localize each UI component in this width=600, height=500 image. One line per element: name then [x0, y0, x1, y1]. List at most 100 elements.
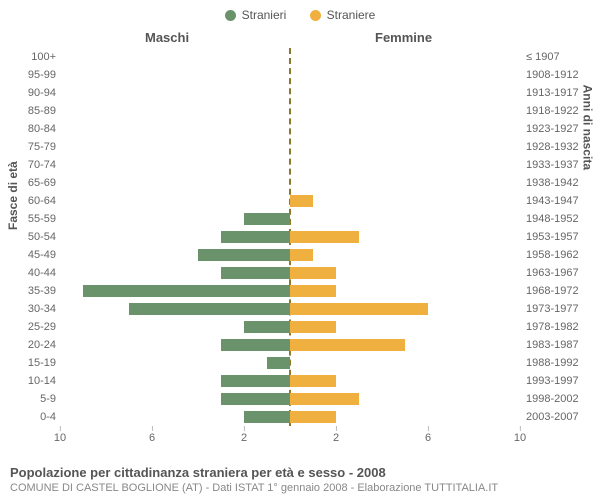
- bar-female: [290, 231, 359, 243]
- x-axis: 10622610: [60, 426, 520, 446]
- age-label: 0-4: [2, 408, 56, 426]
- x-tick: 2: [241, 432, 247, 444]
- bar-female: [290, 411, 336, 423]
- age-label: 10-14: [2, 372, 56, 390]
- x-tick: 10: [54, 432, 66, 444]
- bar-female: [290, 321, 336, 333]
- legend-label-male: Stranieri: [242, 8, 287, 22]
- birth-year-label: 1933-1937: [526, 156, 596, 174]
- plot-area: [60, 48, 520, 426]
- bar-female: [290, 195, 313, 207]
- bar-male: [83, 285, 290, 297]
- bar-male: [244, 411, 290, 423]
- pyramid-row: [60, 120, 520, 138]
- age-label: 35-39: [2, 282, 56, 300]
- legend-swatch-female: [310, 10, 321, 21]
- birth-year-label: 2003-2007: [526, 408, 596, 426]
- pyramid-row: [60, 156, 520, 174]
- birth-year-label: 1998-2002: [526, 390, 596, 408]
- pyramid-row: [60, 192, 520, 210]
- birth-year-label: 1948-1952: [526, 210, 596, 228]
- age-label: 50-54: [2, 228, 56, 246]
- bar-male: [244, 321, 290, 333]
- legend-swatch-male: [225, 10, 236, 21]
- chart-subtitle: COMUNE DI CASTEL BOGLIONE (AT) - Dati IS…: [10, 482, 590, 494]
- age-label: 5-9: [2, 390, 56, 408]
- pyramid-row: [60, 336, 520, 354]
- birth-year-label: 1958-1962: [526, 246, 596, 264]
- column-header-female: Femmine: [375, 30, 432, 45]
- bar-male: [129, 303, 290, 315]
- birth-year-label: 1993-1997: [526, 372, 596, 390]
- column-header-male: Maschi: [145, 30, 189, 45]
- chart-footer: Popolazione per cittadinanza straniera p…: [10, 465, 590, 494]
- birth-year-label: 1918-1922: [526, 102, 596, 120]
- x-tick: 6: [149, 432, 155, 444]
- pyramid-row: [60, 48, 520, 66]
- x-tick: 10: [514, 432, 526, 444]
- bar-female: [290, 303, 428, 315]
- age-label: 25-29: [2, 318, 56, 336]
- birth-year-label: 1988-1992: [526, 354, 596, 372]
- bar-male: [221, 267, 290, 279]
- pyramid-row: [60, 264, 520, 282]
- pyramid-row: [60, 408, 520, 426]
- birth-year-label: 1963-1967: [526, 264, 596, 282]
- bar-female: [290, 393, 359, 405]
- birth-year-label: 1938-1942: [526, 174, 596, 192]
- birth-year-label: 1913-1917: [526, 84, 596, 102]
- legend: Stranieri Straniere: [0, 8, 600, 24]
- legend-item-male: Stranieri: [225, 8, 287, 22]
- bar-female: [290, 375, 336, 387]
- pyramid-row: [60, 174, 520, 192]
- age-label: 70-74: [2, 156, 56, 174]
- age-label: 55-59: [2, 210, 56, 228]
- bar-male: [221, 339, 290, 351]
- age-label: 20-24: [2, 336, 56, 354]
- bar-male: [221, 375, 290, 387]
- pyramid-row: [60, 282, 520, 300]
- birth-year-label: 1983-1987: [526, 336, 596, 354]
- pyramid-row: [60, 300, 520, 318]
- age-label: 15-19: [2, 354, 56, 372]
- pyramid-row: [60, 66, 520, 84]
- pyramid-row: [60, 354, 520, 372]
- pyramid-row: [60, 372, 520, 390]
- bar-male: [221, 393, 290, 405]
- age-label: 85-89: [2, 102, 56, 120]
- bar-female: [290, 285, 336, 297]
- age-label: 30-34: [2, 300, 56, 318]
- x-tick: 6: [425, 432, 431, 444]
- age-label: 40-44: [2, 264, 56, 282]
- birth-year-label: 1908-1912: [526, 66, 596, 84]
- legend-label-female: Straniere: [327, 8, 376, 22]
- bar-male: [221, 231, 290, 243]
- pyramid-row: [60, 102, 520, 120]
- legend-item-female: Straniere: [310, 8, 376, 22]
- pyramid-row: [60, 84, 520, 102]
- age-label: 95-99: [2, 66, 56, 84]
- pyramid-row: [60, 228, 520, 246]
- bar-male: [244, 213, 290, 225]
- chart-title: Popolazione per cittadinanza straniera p…: [10, 465, 590, 480]
- population-pyramid-chart: Stranieri Straniere Maschi Femmine Fasce…: [0, 0, 600, 500]
- x-tick: 2: [333, 432, 339, 444]
- pyramid-row: [60, 246, 520, 264]
- birth-year-label: 1943-1947: [526, 192, 596, 210]
- bar-female: [290, 267, 336, 279]
- age-label: 75-79: [2, 138, 56, 156]
- birth-year-label: 1978-1982: [526, 318, 596, 336]
- age-label: 80-84: [2, 120, 56, 138]
- bar-male: [198, 249, 290, 261]
- birth-year-label: 1973-1977: [526, 300, 596, 318]
- bar-female: [290, 249, 313, 261]
- pyramid-row: [60, 210, 520, 228]
- age-label: 60-64: [2, 192, 56, 210]
- birth-year-label: 1953-1957: [526, 228, 596, 246]
- bar-male: [267, 357, 290, 369]
- birth-year-label: 1923-1927: [526, 120, 596, 138]
- pyramid-row: [60, 390, 520, 408]
- bar-female: [290, 339, 405, 351]
- pyramid-row: [60, 318, 520, 336]
- age-label: 90-94: [2, 84, 56, 102]
